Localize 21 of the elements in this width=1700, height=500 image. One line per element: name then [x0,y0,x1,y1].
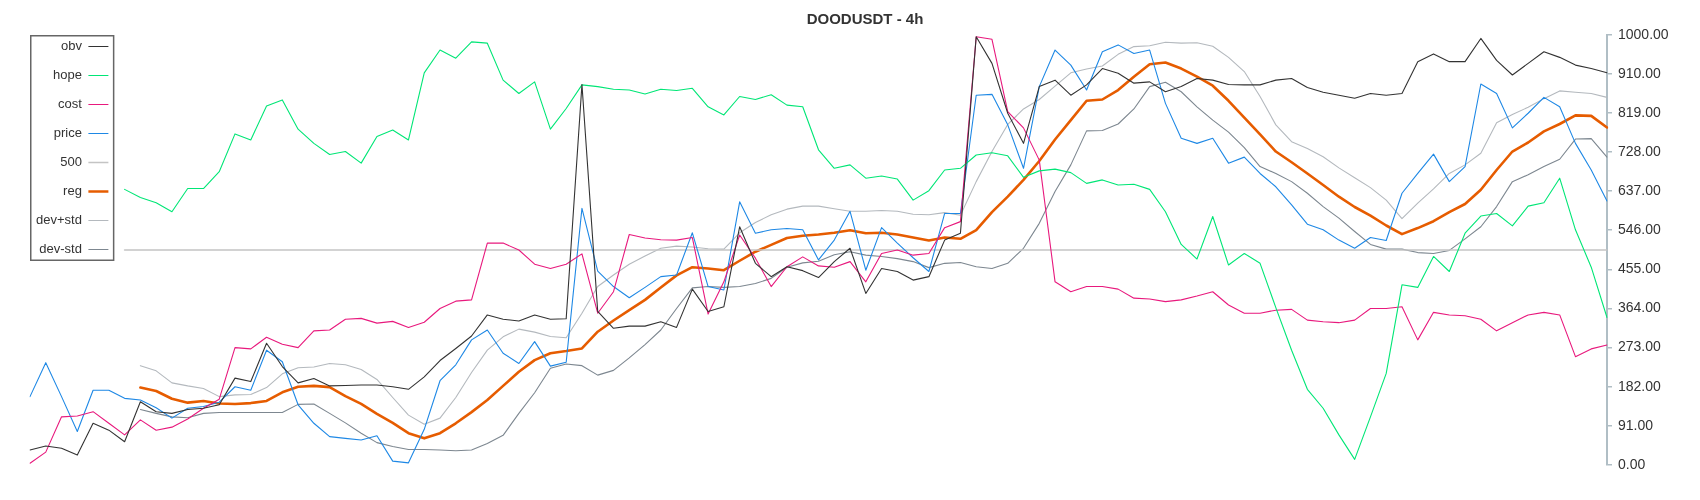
y-tick-label: 637.00 [1618,181,1662,198]
y-tick-label: 91.00 [1618,416,1654,433]
y-tick-label: 182.00 [1618,377,1662,394]
chart-title: DOODUSDT - 4h [806,10,924,28]
legend-label: dev-std [39,241,82,257]
y-tick-label: 0.00 [1618,455,1646,472]
y-tick-label: 455.00 [1618,260,1662,277]
y-tick-label: 546.00 [1618,221,1662,238]
legend-label: 500 [60,154,82,170]
y-tick-label: 819.00 [1618,103,1662,120]
legend-label: hope [52,67,82,83]
y-tick-label: 273.00 [1618,338,1662,355]
legend-label: dev+std [35,212,82,228]
y-tick-label: 364.00 [1618,299,1662,316]
y-tick-label: 728.00 [1618,142,1662,159]
legend-label: reg [63,183,82,199]
y-tick-label: 1000.00 [1618,25,1669,42]
legend-label: cost [58,96,83,112]
y-tick-label: 910.00 [1618,64,1662,81]
legend-label: obv [60,38,83,54]
legend-label: price [53,125,82,141]
